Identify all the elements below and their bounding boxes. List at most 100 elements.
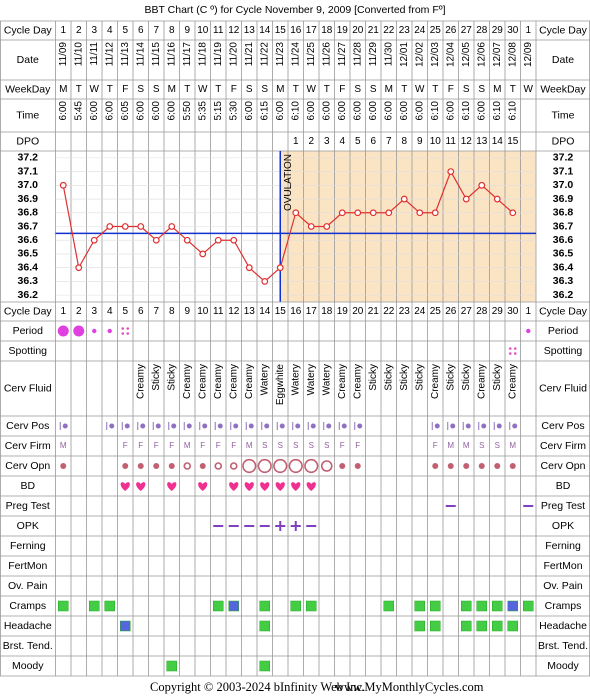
dates-cell: 11/14 — [135, 42, 146, 67]
row-label: Cerv Pos — [541, 420, 584, 432]
row-label: Spotting — [544, 345, 583, 357]
cerv-opn — [242, 458, 257, 474]
dpo-cell: 12 — [461, 136, 473, 147]
cycle_days-cell: 9 — [184, 25, 190, 36]
temperature-point — [462, 195, 470, 203]
symptom — [290, 600, 301, 612]
cycle-day: 14 — [259, 306, 271, 317]
dpo-cell: 15 — [507, 136, 519, 147]
cerv-fluid: Eggwhite — [275, 364, 286, 406]
cerv-firm: F — [340, 441, 345, 450]
symptom — [430, 620, 441, 632]
symptom — [228, 600, 239, 612]
cerv-opn — [432, 463, 439, 469]
dpo-cell: 13 — [476, 136, 488, 147]
times-cell: 6:00 — [306, 101, 317, 121]
cerv-fluid: Creamy — [352, 364, 363, 399]
cerv-opn — [122, 463, 129, 469]
times-cell: 6:10 — [492, 101, 503, 121]
temperature-point — [509, 209, 517, 217]
period-light — [526, 328, 531, 334]
temperature-point — [183, 236, 191, 244]
cerv-fluid: Creamy — [135, 364, 146, 399]
cerv-pos — [292, 422, 301, 430]
cycle-day: 28 — [476, 306, 488, 317]
symptom — [414, 600, 425, 612]
times-cell: 5:45 — [73, 101, 84, 121]
row-label: DPO — [16, 135, 39, 147]
row-label: Date — [552, 54, 574, 66]
row-label: 36.8 — [553, 207, 574, 219]
cerv-pos — [168, 422, 177, 430]
times-cell: 6:10 — [507, 101, 518, 121]
weekdays-cell: M — [59, 84, 67, 95]
times-cell: 6:15 — [259, 101, 270, 121]
cycle_days-cell: 26 — [445, 25, 457, 36]
cerv-opn — [60, 463, 67, 469]
dpo-cell: 8 — [401, 136, 407, 147]
symptom — [492, 620, 503, 632]
cerv-opn — [478, 463, 485, 469]
ovulation-label: OVULATION — [283, 154, 294, 211]
symptom — [507, 600, 518, 612]
symptom — [259, 600, 270, 612]
dpo-cell: 9 — [417, 136, 423, 147]
row-label: OPK — [17, 520, 39, 532]
cerv-pos — [152, 422, 161, 430]
cerv-pos — [493, 422, 502, 430]
weekdays-cell: S — [137, 84, 144, 95]
temperature-point — [168, 223, 176, 230]
cerv-opn — [320, 460, 333, 472]
row-label: Time — [16, 109, 39, 121]
cycle-day: 4 — [107, 306, 113, 317]
dates-cell: 11/19 — [213, 42, 224, 67]
cycle-day: 29 — [492, 306, 504, 317]
cycle_days-cell: 6 — [138, 25, 144, 36]
symptom — [430, 600, 441, 612]
cerv-pos — [214, 422, 223, 430]
cerv-firm: M — [447, 441, 454, 450]
cerv-firm: F — [154, 441, 159, 450]
weekdays-cell: W — [90, 84, 100, 95]
weekdays-cell: S — [246, 84, 253, 95]
cycle_days-cell: 14 — [259, 25, 271, 36]
cycle-day: 17 — [306, 306, 318, 317]
cerv-fluid: Creamy — [228, 364, 239, 399]
cycle_days-cell: 7 — [153, 25, 159, 36]
symptom — [461, 600, 472, 612]
cycle-day: 27 — [461, 306, 473, 317]
cycle_days-cell: 17 — [306, 25, 318, 36]
row-label: 37.0 — [553, 179, 574, 191]
cycle-day: 16 — [290, 306, 302, 317]
times-cell: 6:00 — [104, 101, 115, 121]
cerv-fluid: Watery — [321, 364, 332, 395]
dpo-cell: 4 — [339, 136, 345, 147]
cycle_days-cell: 12 — [228, 25, 240, 36]
temperature-point — [245, 264, 253, 272]
temperature-point — [121, 223, 129, 230]
cerv-opn — [339, 463, 346, 469]
weekdays-cell: T — [107, 84, 113, 95]
row-label: 36.6 — [553, 234, 574, 246]
symptom — [89, 600, 100, 612]
row-label: BD — [556, 480, 571, 492]
cycle-day: 30 — [507, 306, 519, 317]
weekdays-cell: W — [524, 84, 534, 95]
row-label: Moody — [12, 660, 44, 672]
test-positive — [290, 521, 301, 531]
cycle_days-cell: 1 — [525, 25, 531, 36]
cycle_days-cell: 23 — [399, 25, 411, 36]
dates-cell: 12/08 — [507, 42, 518, 67]
cerv-opn — [288, 458, 303, 474]
spot-dot — [126, 332, 130, 335]
cycle-day: 1 — [60, 306, 66, 317]
dates-cell: 11/22 — [259, 42, 270, 67]
weekdays-cell: W — [415, 84, 425, 95]
cycle_days-cell: 15 — [275, 25, 287, 36]
weekdays-cell: F — [122, 84, 128, 95]
site-url: www.MyMonthlyCycles.com — [335, 680, 484, 694]
cerv-firm: M — [509, 441, 516, 450]
row-label: Moody — [547, 660, 579, 672]
row-label: Cramps — [545, 600, 582, 612]
dates-cell: 11/26 — [321, 42, 332, 67]
